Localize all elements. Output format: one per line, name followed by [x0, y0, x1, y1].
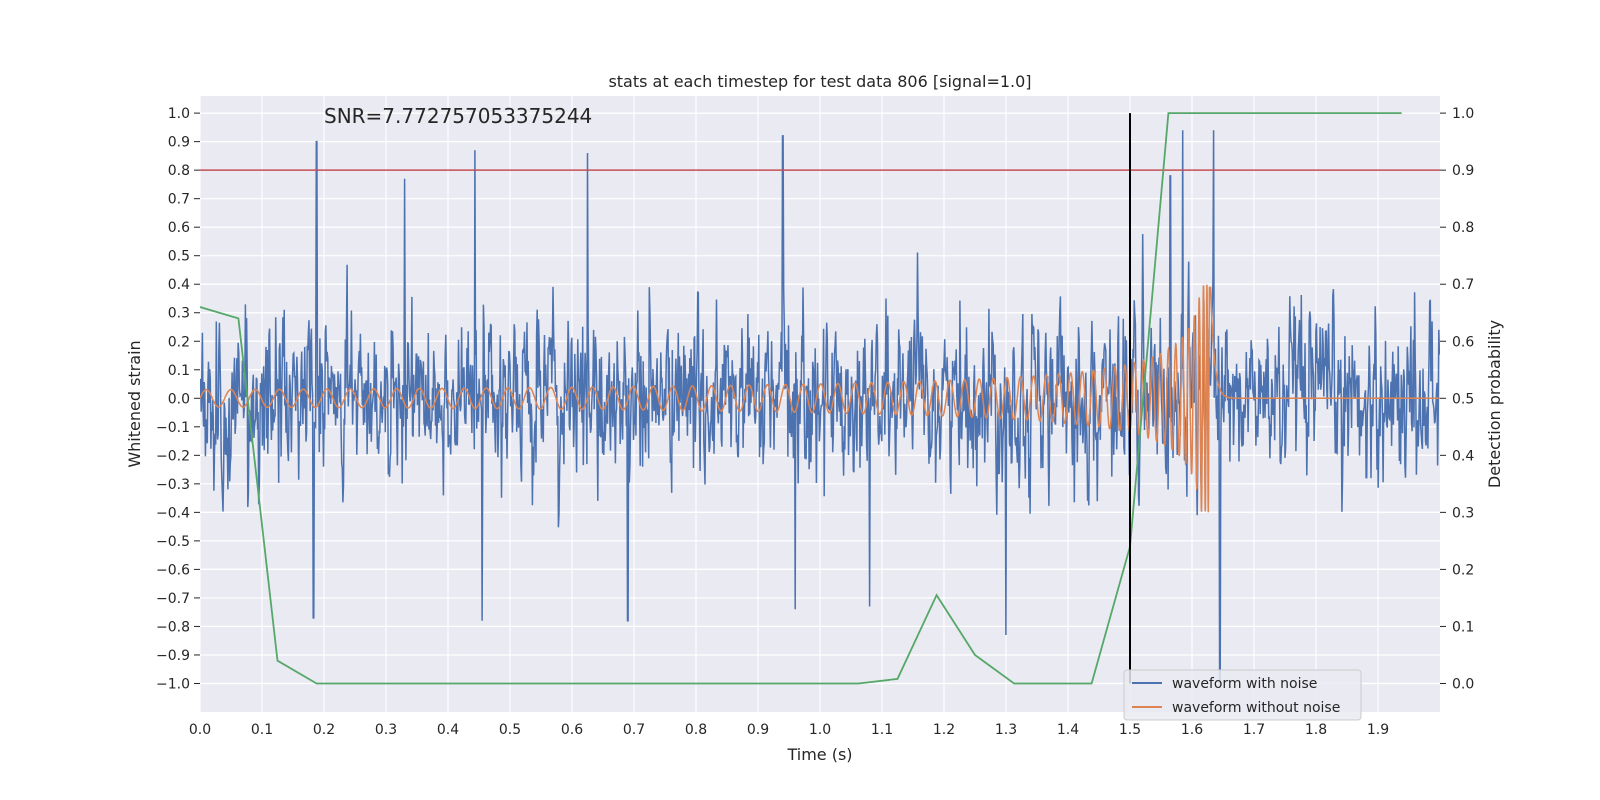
- y-tick-label: 0.5: [168, 249, 190, 265]
- y2-tick-label: 0.3: [1452, 505, 1474, 521]
- y-tick-label: −0.2: [156, 448, 190, 464]
- x-tick-label: 0.0: [189, 722, 211, 738]
- x-axis-label: Time (s): [786, 745, 852, 764]
- y2-tick-label: 0.0: [1452, 676, 1474, 692]
- x-tick-label: 0.6: [561, 722, 583, 738]
- y-tick-label: 0.6: [168, 220, 190, 236]
- y2-tick-label: 0.7: [1452, 277, 1474, 293]
- x-tick-label: 1.3: [995, 722, 1017, 738]
- y-tick-label: −1.0: [156, 676, 190, 692]
- y-axis-left: 1.0 0.9 0.8 0.7 0.6 0.5 0.4 0.3 0.2 0.1 0.0 −0.1 −0.…: [156, 106, 200, 692]
- legend: waveform with noise waveform without noi…: [1123, 669, 1362, 721]
- y-tick-label: 0.7: [168, 192, 190, 208]
- legend-box: [1123, 669, 1362, 721]
- y-tick-label: 0.0: [168, 391, 190, 407]
- x-tick-label: 1.2: [933, 722, 955, 738]
- chart-title: stats at each timestep for test data 806…: [608, 72, 1031, 91]
- x-tick-label: 1.4: [1057, 722, 1079, 738]
- y-tick-label: 1.0: [168, 106, 190, 122]
- y-tick-label: −0.6: [156, 562, 190, 578]
- y2-tick-label: 0.5: [1452, 391, 1474, 407]
- y-axis-right: 0.0 0.1 0.2 0.3 0.4 0.5 0.6 0.7 0.8 0.9 1.0: [1440, 106, 1474, 692]
- y-tick-label: −0.3: [156, 477, 190, 493]
- x-axis: 0.0 0.1 0.2 0.3 0.4 0.5 0.6 0.7 0.8 0.9 1.0 1.1 1.2 1…: [189, 722, 1389, 738]
- x-tick-label: 0.7: [623, 722, 645, 738]
- x-tick-label: 1.0: [809, 722, 831, 738]
- y-tick-label: −0.1: [156, 420, 190, 436]
- y-tick-label: 0.8: [168, 163, 190, 179]
- y-axis-label: Whitened strain: [125, 340, 144, 467]
- x-tick-label: 0.2: [313, 722, 335, 738]
- y2-tick-label: 0.8: [1452, 220, 1474, 236]
- x-tick-label: 1.8: [1305, 722, 1327, 738]
- legend-label-noise: waveform with noise: [1172, 676, 1317, 692]
- y-tick-label: 0.1: [168, 363, 190, 379]
- x-tick-label: 0.4: [437, 722, 459, 738]
- legend-label-clean: waveform without noise: [1172, 700, 1340, 716]
- y-tick-label: 0.2: [168, 334, 190, 350]
- snr-annotation: SNR=7.772757053375244: [324, 104, 592, 128]
- y2-tick-label: 1.0: [1452, 106, 1474, 122]
- series-detection-probability: [200, 112, 1402, 685]
- series-layer: [200, 112, 1440, 685]
- x-tick-label: 1.1: [871, 722, 893, 738]
- y2-axis-label: Detection probability: [1485, 320, 1504, 488]
- y2-tick-label: 0.1: [1452, 619, 1474, 635]
- y2-tick-label: 0.6: [1452, 334, 1474, 350]
- x-tick-label: 1.7: [1243, 722, 1265, 738]
- x-tick-label: 1.5: [1119, 722, 1141, 738]
- grid: [199, 96, 1440, 712]
- series-waveform-without-noise: [200, 284, 1440, 513]
- x-tick-label: 0.9: [747, 722, 769, 738]
- x-tick-label: 0.8: [685, 722, 707, 738]
- y2-tick-label: 0.4: [1452, 448, 1474, 464]
- y-tick-label: −0.7: [156, 591, 190, 607]
- y2-tick-label: 0.2: [1452, 562, 1474, 578]
- x-tick-label: 0.1: [251, 722, 273, 738]
- y2-tick-label: 0.9: [1452, 163, 1474, 179]
- y-tick-label: 0.4: [168, 277, 190, 293]
- y-tick-label: −0.9: [156, 648, 190, 664]
- series-waveform-with-noise: [200, 130, 1440, 685]
- x-tick-label: 0.3: [375, 722, 397, 738]
- x-tick-label: 1.9: [1367, 722, 1389, 738]
- y-tick-label: −0.8: [156, 619, 190, 635]
- x-tick-label: 1.6: [1181, 722, 1203, 738]
- y-tick-label: −0.4: [156, 505, 190, 521]
- y-tick-label: 0.3: [168, 306, 190, 322]
- x-tick-label: 0.5: [499, 722, 521, 738]
- y-tick-label: −0.5: [156, 534, 190, 550]
- y-tick-label: 0.9: [168, 135, 190, 151]
